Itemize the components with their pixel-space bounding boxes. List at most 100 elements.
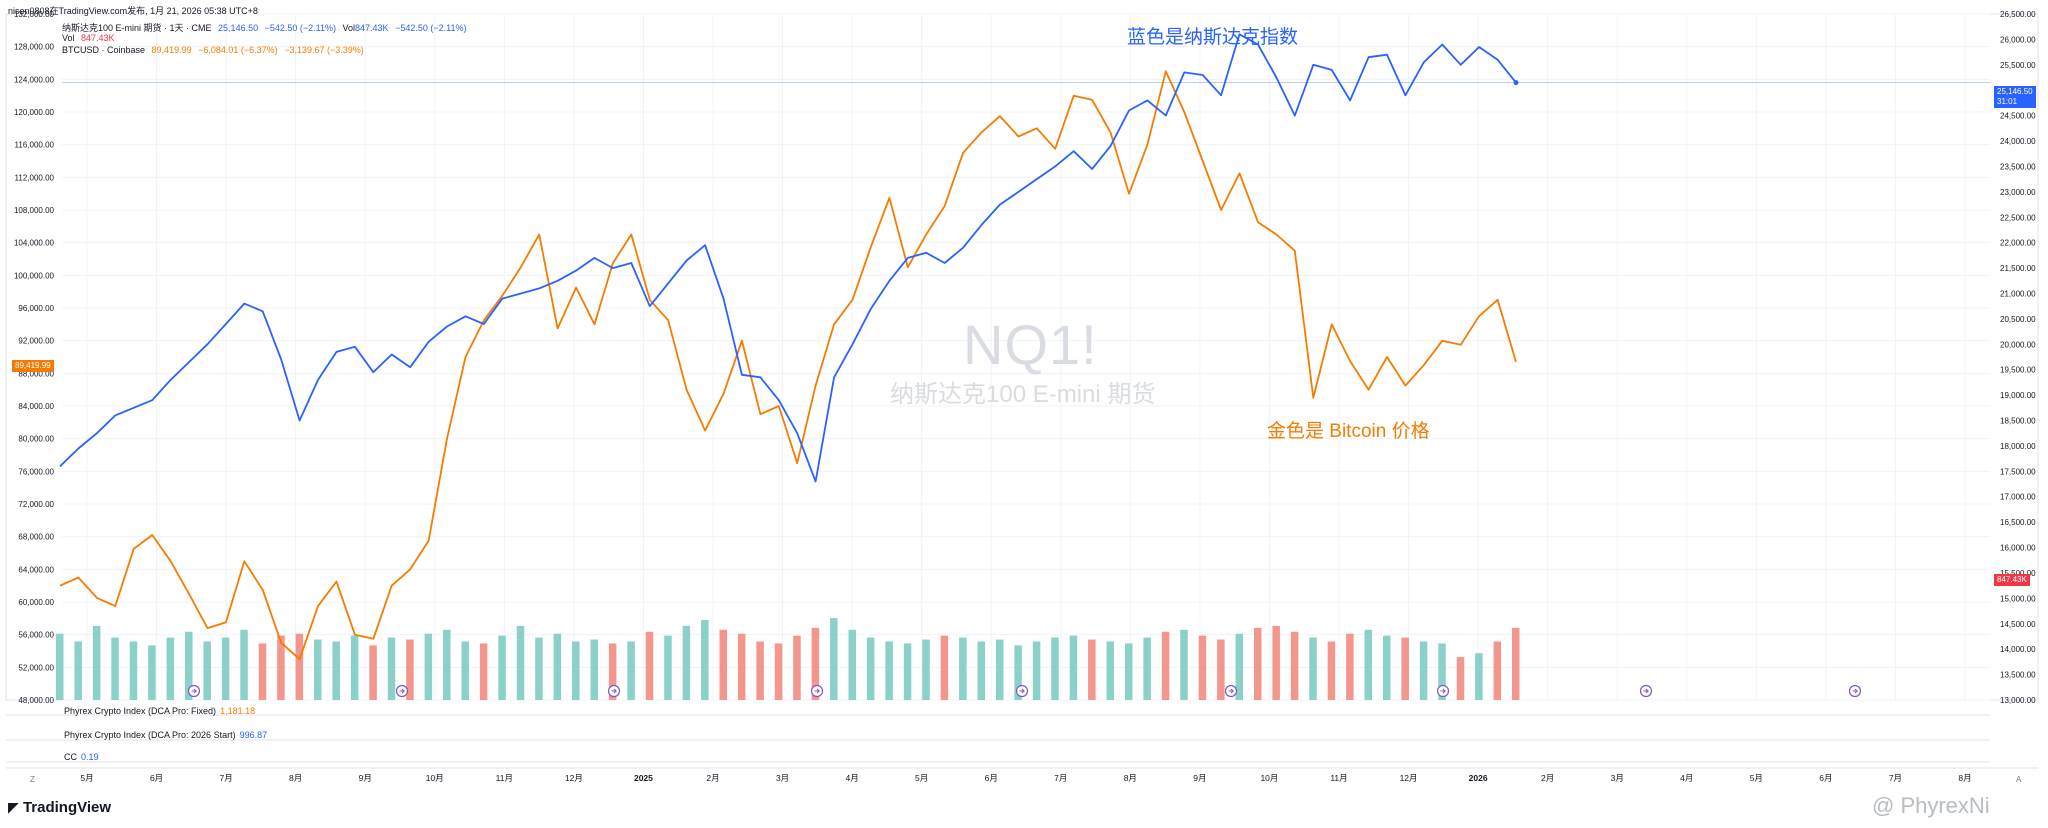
right-tick-label: 17,000.00 xyxy=(2000,493,2036,502)
volume-bar xyxy=(1051,637,1059,700)
volume-bar xyxy=(1456,657,1465,700)
volume-bar xyxy=(1475,653,1483,700)
time-tick-label: 6月 xyxy=(1819,773,1832,783)
right-tick-label: 13,000.00 xyxy=(2000,696,2036,705)
left-tick-label: 80,000.00 xyxy=(18,435,54,444)
time-tick-label: 5月 xyxy=(1750,773,1763,783)
volume-bar xyxy=(774,643,783,700)
event-arrow-icon xyxy=(611,688,617,694)
right-tick-label: 13,500.00 xyxy=(2000,671,2036,680)
volume-bar xyxy=(92,625,101,700)
left-tick-label: 84,000.00 xyxy=(18,402,54,411)
right-tick-label: 26,000.00 xyxy=(2000,35,2036,44)
volume-bar xyxy=(295,633,304,700)
right-price-axis: 26,500.0026,000.0025,500.0025,000.0024,5… xyxy=(2000,10,2036,705)
event-arrow-icon xyxy=(814,688,820,694)
time-tick-label: 7月 xyxy=(1054,773,1067,783)
right-tick-label: 14,000.00 xyxy=(2000,645,2036,654)
right-tick-label: 23,500.00 xyxy=(2000,162,2036,171)
volume-bar xyxy=(1272,625,1280,700)
volume-bar xyxy=(1438,643,1446,700)
time-axis: 5月 6月 7月 8月 9月 10月 11月 12月 2025 2月 3月 4月 5月 6月 7月 8月 9月 1… xyxy=(80,773,1971,783)
series-line-btc xyxy=(59,70,1517,661)
volume-bar xyxy=(1401,637,1409,700)
legend-btc[interactable]: BTCUSD · Coinbase 89,419.99 −6,084.01 (−… xyxy=(62,45,368,55)
right-tick-label: 16,500.00 xyxy=(2000,518,2036,527)
indicator-cc-label: CC xyxy=(64,752,77,762)
annotation-nasdaq[interactable]: 蓝色是纳斯达克指数 xyxy=(1127,27,1299,48)
corner-right[interactable]: A xyxy=(2016,775,2022,784)
time-tick-label: 6月 xyxy=(150,773,163,783)
legend-vol-label: Vol xyxy=(62,33,75,43)
left-tick-label: 92,000.00 xyxy=(18,337,54,346)
legend-nq[interactable]: 纳斯达克100 E-mini 期货 · 1天 · CME 25,146.50 −… xyxy=(62,21,470,34)
left-tick-label: 60,000.00 xyxy=(18,598,54,607)
volume-bar xyxy=(664,635,672,700)
event-arrow-icon xyxy=(1019,688,1025,694)
time-tick-label: 7月 xyxy=(219,773,232,783)
volume-bar xyxy=(1419,641,1428,700)
left-tick-label: 96,000.00 xyxy=(18,304,54,313)
right-tick-label: 19,000.00 xyxy=(2000,391,2036,400)
indicator-dca-fixed-label: Phyrex Crypto Index (DCA Pro: Fixed) xyxy=(64,706,217,716)
series-line-nq xyxy=(59,33,1517,483)
time-tick-label: 5月 xyxy=(80,773,93,783)
annotation-bitcoin[interactable]: 金色是 Bitcoin 价格 xyxy=(1267,421,1430,442)
time-tick-label: 12月 xyxy=(1400,773,1418,783)
right-tick-label: 24,000.00 xyxy=(2000,137,2036,146)
time-tick-label: 8月 xyxy=(1958,773,1971,783)
volume-bar xyxy=(129,641,138,700)
volume-bar xyxy=(1088,639,1096,700)
right-tick-label: 25,500.00 xyxy=(2000,61,2036,70)
volume-bar xyxy=(74,641,82,700)
volume-bar xyxy=(185,631,193,700)
legend-nq-title: 纳斯达克100 E-mini 期货 · 1天 · CME xyxy=(62,23,212,33)
left-tick-label: 128,000.00 xyxy=(14,43,55,52)
indicator-dca-fixed[interactable]: Phyrex Crypto Index (DCA Pro: Fixed) 1,18… xyxy=(64,706,255,716)
volume-bar xyxy=(535,637,543,700)
right-price-badge-value: 25,146.50 xyxy=(1997,87,2033,96)
event-arrow-icon xyxy=(1440,688,1446,694)
volume-bar xyxy=(682,625,691,700)
right-tick-label: 17,500.00 xyxy=(2000,467,2036,476)
left-tick-label: 100,000.00 xyxy=(14,271,55,280)
symbol-name-watermark: 纳斯达克100 E-mini 期货 xyxy=(890,381,1156,408)
event-markers xyxy=(187,684,1862,698)
left-btc-badge: 89,419.99 xyxy=(12,360,54,372)
tradingview-icon: ◤ xyxy=(8,799,19,815)
volume-bar xyxy=(608,643,617,700)
volume-bar xyxy=(793,635,801,700)
left-tick-label: 64,000.00 xyxy=(18,565,54,574)
volume-bar xyxy=(866,637,875,700)
volume-bar xyxy=(221,637,230,700)
left-tick-label: 112,000.00 xyxy=(15,173,55,182)
volume-bar xyxy=(1161,631,1170,700)
left-tick-label: 88,000.00 xyxy=(18,369,54,378)
time-tick-label: 9月 xyxy=(1193,773,1206,783)
volume-bar xyxy=(350,635,359,700)
left-tick-label: 48,000.00 xyxy=(18,696,54,705)
event-arrow-icon xyxy=(191,688,197,694)
right-tick-label: 15,500.00 xyxy=(2000,569,2036,578)
indicator-cc[interactable]: CC 0.19 xyxy=(64,752,99,762)
time-tick-label: 2025 xyxy=(634,773,653,783)
volume-bar xyxy=(1493,641,1502,700)
volume-bar xyxy=(1364,629,1373,700)
indicator-dca-2026[interactable]: Phyrex Crypto Index (DCA Pro: 2026 Start… xyxy=(64,730,267,740)
legend-btc-price: 89,419.99 xyxy=(151,45,192,55)
volume-bar xyxy=(959,637,967,700)
legend-vol[interactable]: Vol 847.43K xyxy=(62,33,119,43)
volume-bar xyxy=(572,641,580,700)
volume-bar xyxy=(148,645,156,700)
volume-bar xyxy=(1512,627,1520,700)
corner-left[interactable]: Z xyxy=(30,775,35,784)
left-tick-label: 76,000.00 xyxy=(18,467,54,476)
left-tick-label: 52,000.00 xyxy=(18,663,54,672)
symbol-watermark: NQ1! xyxy=(963,313,1098,376)
volume-bar xyxy=(424,633,433,700)
publish-info: nisen0808在TradingView.com发布, 1月 21, 2026… xyxy=(8,6,258,16)
legend-nq-change: −542.50 (−2.11%) xyxy=(264,23,336,33)
volume-bar xyxy=(277,635,285,700)
time-tick-label: 8月 xyxy=(1124,773,1137,783)
